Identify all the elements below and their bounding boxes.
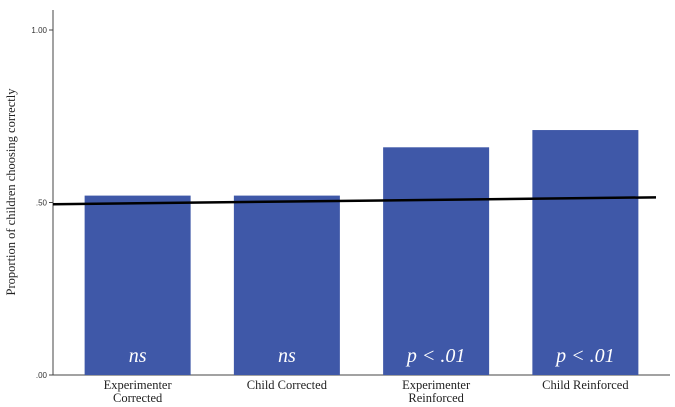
bar [532, 130, 639, 375]
category-label: Child Corrected [247, 378, 328, 392]
bar-annotation: p < .01 [405, 345, 466, 367]
bar [383, 147, 490, 375]
y-tick-label: 1.00 [31, 26, 47, 35]
bar-annotations: ns ns p < .01 p < .01 [129, 345, 615, 367]
bar [84, 195, 191, 375]
bar-annotation: ns [129, 345, 147, 367]
y-tick-label: .00 [36, 371, 48, 380]
bar [233, 195, 340, 375]
y-axis-label: Proportion of children choosing correctl… [4, 88, 18, 296]
bars [84, 130, 639, 375]
category-label: Experimenter [104, 378, 173, 392]
category-label: Experimenter [402, 378, 471, 392]
category-label: Corrected [113, 391, 163, 405]
reference-line-group [52, 196, 657, 206]
bar-annotation: p < .01 [554, 345, 615, 367]
bar-annotation: ns [278, 345, 296, 367]
category-label: Reinforced [408, 391, 464, 405]
y-tick-label: .50 [36, 199, 48, 208]
category-label: Child Reinforced [542, 378, 629, 392]
reference-line [52, 196, 657, 206]
y-ticks: .00 .50 1.00 [31, 26, 53, 380]
